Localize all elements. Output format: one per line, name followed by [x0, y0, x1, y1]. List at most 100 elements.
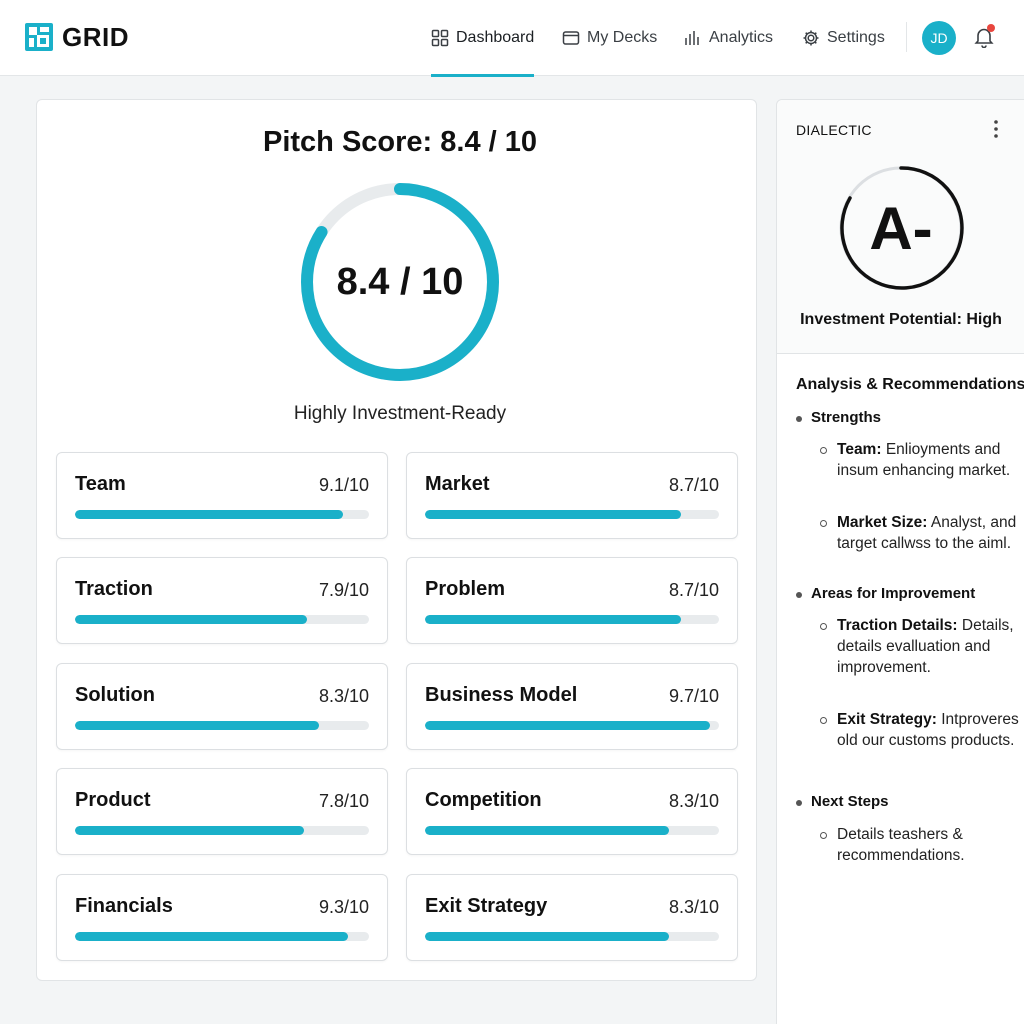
panel-label: DIALECTIC: [796, 122, 872, 138]
metric-progress-fill: [425, 826, 670, 835]
metric-card-competition[interactable]: Competition 8.3/10: [406, 768, 738, 855]
brand-name: GRID: [62, 22, 129, 52]
metric-progress-fill: [75, 826, 305, 835]
nav-my-decks-label: My Decks: [587, 29, 658, 46]
metric-label: Traction: [75, 578, 153, 600]
user-avatar[interactable]: JD: [922, 21, 956, 55]
brand-logo[interactable]: GRID: [24, 22, 129, 52]
nav-dashboard-label: Dashboard: [456, 29, 535, 46]
metric-card-business-model[interactable]: Business Model 9.7/10: [406, 663, 738, 750]
metric-label: Product: [75, 789, 151, 811]
pitch-score-gauge: [301, 183, 499, 381]
metric-card-traction[interactable]: Traction 7.9/10: [56, 557, 388, 644]
strength-lead: Team:: [837, 441, 882, 458]
metric-label: Team: [75, 473, 126, 495]
metric-label: Exit Strategy: [425, 895, 548, 917]
metric-progress-track: [425, 721, 719, 730]
folder-icon: [562, 29, 580, 47]
metric-label: Business Model: [425, 684, 578, 706]
strengths-heading: Strengths: [796, 409, 881, 426]
metric-card-financials[interactable]: Financials 9.3/10: [56, 874, 388, 961]
notification-dot: [987, 24, 995, 32]
metric-score: 8.7/10: [668, 580, 719, 600]
metric-card-product[interactable]: Product 7.8/10: [56, 768, 388, 855]
metric-progress-track: [425, 826, 719, 835]
nav-my-decks[interactable]: My Decks: [562, 0, 657, 76]
next-step-item: Details teashers & recommendations.: [820, 824, 1024, 866]
nav-analytics-label: Analytics: [709, 29, 774, 46]
metric-score: 9.7/10: [668, 686, 719, 706]
active-tab-indicator: [431, 74, 535, 77]
strength-lead: Market Size:: [837, 514, 928, 531]
improvement-lead: Exit Strategy:: [837, 711, 937, 728]
metric-card-problem[interactable]: Problem 8.7/10: [406, 557, 738, 644]
gauge-fill-arc: [301, 183, 499, 381]
top-navigation-bar: GRID Dashboard My Decks Analytics: [0, 0, 1024, 77]
metric-label: Market: [425, 473, 490, 495]
metric-label: Solution: [75, 684, 155, 706]
metric-progress-track: [425, 615, 719, 624]
metric-progress-fill: [425, 721, 711, 730]
metric-progress-fill: [425, 932, 670, 941]
metric-label: Competition: [425, 789, 542, 811]
metric-progress-track: [75, 721, 369, 730]
nav-settings[interactable]: Settings: [802, 0, 885, 76]
improvement-lead: Traction Details:: [837, 617, 958, 634]
improvement-text: Intproveres old our customs products.: [837, 711, 1019, 749]
metric-score: 7.8/10: [318, 791, 369, 811]
nav-analytics[interactable]: Analytics: [684, 0, 773, 76]
strength-text: Enlioyments and insum enhancing market.: [837, 441, 1011, 479]
metric-progress-track: [75, 826, 369, 835]
improvement-text: Details, details evalluation and improve…: [837, 617, 1014, 676]
nav-dashboard[interactable]: Dashboard: [431, 0, 535, 77]
grade-caption: Investment Potential: High: [800, 311, 1002, 328]
more-options-icon[interactable]: [987, 118, 1005, 145]
metric-progress-fill: [75, 721, 320, 730]
metric-progress-fill: [75, 615, 308, 624]
metric-progress-track: [75, 510, 369, 519]
metric-score: 7.9/10: [318, 580, 369, 600]
metric-card-exit-strategy[interactable]: Exit Strategy 8.3/10: [406, 874, 738, 961]
grid-icon: [431, 29, 449, 47]
metric-progress-fill: [75, 510, 343, 519]
metric-score: 8.3/10: [318, 686, 369, 706]
score-caption: Highly Investment-Ready: [293, 403, 507, 424]
grade-summary: DIALECTIC A- Investment Potential: High: [777, 100, 1024, 354]
gear-icon: [802, 29, 820, 47]
metric-progress-track: [425, 510, 719, 519]
metric-progress-track: [75, 615, 369, 624]
metric-label: Financials: [75, 895, 173, 917]
next-steps-heading: Next Steps: [796, 793, 889, 810]
metric-score: 9.1/10: [318, 475, 369, 495]
strength-text: Analyst, and target callwss to the aiml.: [837, 514, 1017, 552]
metric-card-team[interactable]: Team 9.1/10: [56, 452, 388, 539]
grade-value: A-: [869, 194, 933, 262]
metric-progress-track: [425, 932, 719, 941]
analysis-title: Analysis & Recommendations: [796, 376, 1024, 393]
improvement-item: Exit Strategy: Intproveres old our custo…: [820, 709, 1024, 751]
metric-score: 8.3/10: [668, 791, 719, 811]
pitch-score-title: Pitch Score: 8.4 / 10: [262, 126, 537, 158]
nav-divider: [906, 22, 907, 52]
metric-card-market[interactable]: Market 8.7/10: [406, 452, 738, 539]
strength-item: Team: Enlioyments and insum enhancing ma…: [820, 439, 1024, 481]
metric-score: 9.3/10: [318, 897, 369, 917]
metric-score: 8.3/10: [668, 897, 719, 917]
gauge-value: 8.4 / 10: [336, 260, 464, 303]
next-step-text: Details teashers & recommendations.: [837, 826, 965, 864]
metric-card-solution[interactable]: Solution 8.3/10: [56, 663, 388, 750]
improvement-heading-label: Areas for Improvement: [811, 585, 976, 602]
metric-progress-fill: [425, 615, 681, 624]
metric-progress-fill: [75, 932, 349, 941]
strengths-heading-label: Strengths: [811, 409, 882, 426]
metric-progress-track: [75, 932, 369, 941]
nav-settings-label: Settings: [827, 29, 885, 46]
next-steps-heading-label: Next Steps: [811, 793, 889, 810]
improvement-heading: Areas for Improvement: [796, 585, 975, 602]
metric-progress-fill: [425, 510, 681, 519]
improvement-item: Traction Details: Details, details evall…: [820, 615, 1024, 678]
metric-score: 8.7/10: [668, 475, 719, 495]
strength-item: Market Size: Analyst, and target callwss…: [820, 512, 1024, 554]
bell-icon[interactable]: [974, 26, 994, 53]
metric-label: Problem: [425, 578, 506, 600]
